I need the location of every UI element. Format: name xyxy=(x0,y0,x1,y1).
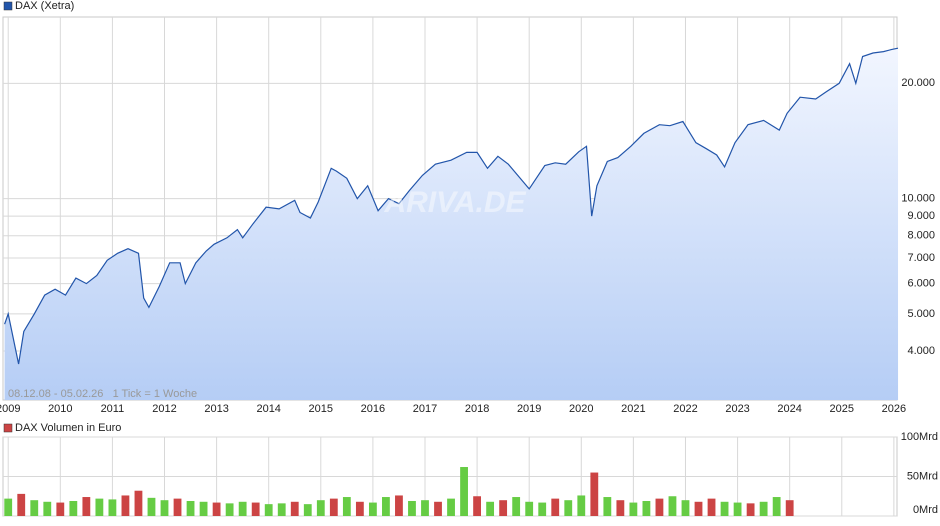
watermark: ARIVA.DE xyxy=(383,186,526,219)
volume-bar xyxy=(95,498,104,516)
volume-bar xyxy=(290,501,299,516)
volume-bar xyxy=(316,500,325,516)
volume-bar xyxy=(199,501,208,516)
y-tick-label: 0Mrd xyxy=(913,504,938,516)
legend-swatch xyxy=(3,423,13,433)
legend-label: DAX Volumen in Euro xyxy=(15,422,121,434)
volume-bar xyxy=(186,500,195,516)
volume-bar xyxy=(603,497,612,516)
volume-bar xyxy=(655,498,664,516)
volume-bar xyxy=(17,493,26,516)
x-tick-label: 2017 xyxy=(413,403,437,415)
x-tick-label: 2024 xyxy=(777,403,801,415)
volume-bar xyxy=(785,500,794,516)
y-tick-label: 100Mrd xyxy=(901,431,938,443)
volume-bar xyxy=(342,497,351,516)
x-tick-label: 2021 xyxy=(621,403,645,415)
x-tick-label: 2012 xyxy=(152,403,176,415)
volume-bar xyxy=(82,497,91,516)
volume-bar xyxy=(43,501,52,516)
x-tick-label: 2010 xyxy=(48,403,72,415)
volume-bar xyxy=(772,497,781,516)
volume-bar xyxy=(108,499,117,516)
annotation: 08.12.08 - 05.02.26 1 Tick = 1 Woche xyxy=(8,388,197,400)
volume-bar xyxy=(746,503,755,516)
y-tick-label: 4.000 xyxy=(907,345,935,357)
volume-bar xyxy=(681,500,690,516)
volume-bar xyxy=(368,502,377,516)
x-tick-label: 2019 xyxy=(517,403,541,415)
legend-label: DAX (Xetra) xyxy=(15,0,74,12)
volume-bar xyxy=(277,503,286,516)
volume-bar xyxy=(251,502,260,516)
volume-bar xyxy=(525,501,534,516)
volume-bar xyxy=(577,495,586,516)
volume-bar xyxy=(4,498,13,516)
x-tick-label: 2022 xyxy=(673,403,697,415)
volume-bar xyxy=(473,496,481,516)
volume-bar xyxy=(499,500,508,516)
volume-bar xyxy=(668,496,677,516)
volume-bar xyxy=(733,502,742,516)
y-tick-label: 50Mrd xyxy=(907,470,938,482)
x-tick-label: 2009 xyxy=(0,403,20,415)
volume-bar xyxy=(160,500,169,516)
x-tick-label: 2025 xyxy=(830,403,854,415)
volume-bar xyxy=(264,504,273,516)
volume-bar xyxy=(121,495,130,516)
volume-bar xyxy=(720,501,729,516)
volume-bar xyxy=(551,498,560,516)
y-tick-label: 10.000 xyxy=(901,193,935,205)
x-tick-label: 2013 xyxy=(204,403,228,415)
volume-bar xyxy=(642,500,651,516)
volume-bar xyxy=(212,502,221,516)
y-tick-label: 8.000 xyxy=(907,230,935,242)
volume-bar xyxy=(707,498,716,516)
volume-bar xyxy=(395,495,403,516)
y-tick-label: 9.000 xyxy=(907,210,935,222)
x-tick-label: 2026 xyxy=(882,403,906,415)
y-tick-label: 20.000 xyxy=(901,77,935,89)
volume-bar xyxy=(694,501,703,516)
volume-bar xyxy=(512,497,521,516)
volume-bar xyxy=(408,500,416,516)
x-tick-label: 2023 xyxy=(725,403,749,415)
volume-bar xyxy=(147,497,156,516)
volume-bar xyxy=(69,500,78,516)
volume-bar xyxy=(616,500,625,516)
volume-bar xyxy=(382,497,390,516)
volume-bar xyxy=(56,502,65,516)
volume-bar xyxy=(629,502,638,516)
x-tick-label: 2014 xyxy=(256,403,280,415)
volume-bar xyxy=(173,498,182,516)
x-tick-label: 2016 xyxy=(361,403,385,415)
volume-bar xyxy=(486,501,495,516)
x-tick-label: 2020 xyxy=(569,403,593,415)
volume-bar xyxy=(303,504,312,516)
volume-bar xyxy=(434,501,442,516)
volume-bar xyxy=(225,503,234,516)
volume-bar xyxy=(460,467,468,516)
x-tick-label: 2018 xyxy=(465,403,489,415)
volume-bar xyxy=(134,490,143,516)
volume-bar xyxy=(564,500,573,516)
x-tick-label: 2011 xyxy=(101,403,125,415)
y-tick-label: 7.000 xyxy=(907,252,935,264)
price-area xyxy=(4,48,899,400)
volume-bar xyxy=(30,500,39,516)
volume-bar xyxy=(238,501,247,516)
volume-bar xyxy=(421,500,429,516)
volume-bar xyxy=(590,472,599,516)
volume-bar xyxy=(447,498,455,516)
volume-bar xyxy=(329,498,338,516)
y-tick-label: 6.000 xyxy=(907,277,935,289)
legend-swatch xyxy=(3,1,13,11)
volume-bar xyxy=(355,501,364,516)
x-tick-label: 2015 xyxy=(309,403,333,415)
volume-bar xyxy=(538,502,547,516)
price-line xyxy=(4,47,899,365)
y-tick-label: 5.000 xyxy=(907,308,935,320)
volume-bar xyxy=(759,501,768,516)
